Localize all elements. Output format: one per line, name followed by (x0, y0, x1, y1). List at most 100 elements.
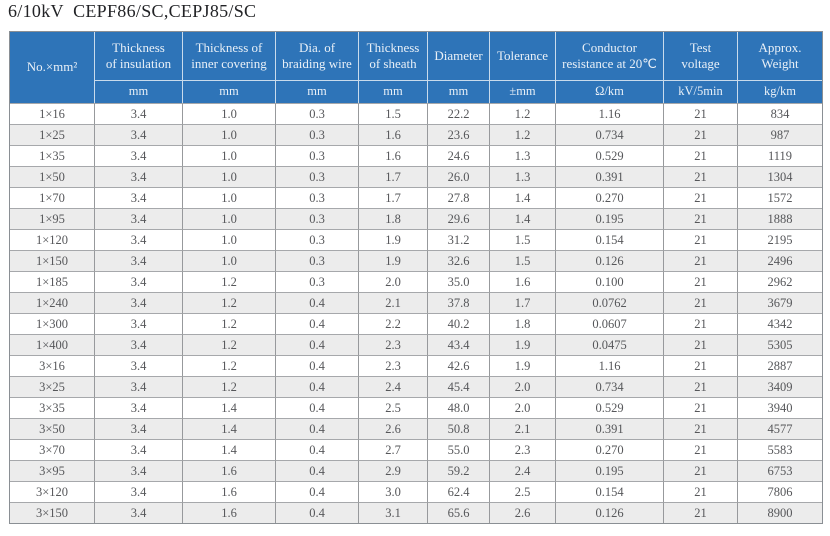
table-cell: 21 (664, 271, 738, 292)
table-cell: 0.126 (556, 250, 664, 271)
table-row: 3×120 3.4 1.6 0.4 3.0 62.4 2.5 0.154 21 7806 (10, 481, 822, 502)
table-cell: 2962 (738, 271, 822, 292)
table-cell: 6753 (738, 460, 822, 481)
table-cell: 1.0 (183, 145, 276, 166)
table-cell: 1.4 (490, 187, 556, 208)
table-cell: 0.3 (276, 103, 359, 124)
table-cell: 3409 (738, 376, 822, 397)
table-cell: 26.0 (428, 166, 490, 187)
table-body: 1×16 3.4 1.0 0.3 1.5 22.2 1.2 1.16 21 834 1×25 3.4 1… (10, 103, 822, 523)
table-cell: 1.6 (183, 460, 276, 481)
table-cell: 21 (664, 103, 738, 124)
table-row: 1×185 3.4 1.2 0.3 2.0 35.0 1.6 0.100 21 2962 (10, 271, 822, 292)
table-cell: 2.5 (490, 481, 556, 502)
table-row: 1×50 3.4 1.0 0.3 1.7 26.0 1.3 0.391 21 1304 (10, 166, 822, 187)
table-cell: 2.7 (359, 439, 428, 460)
table-cell: 0.0762 (556, 292, 664, 313)
table-cell: 1.7 (490, 292, 556, 313)
table-cell: 1.8 (490, 313, 556, 334)
table-cell: 1.2 (183, 376, 276, 397)
table-cell: 0.734 (556, 376, 664, 397)
table-cell: 22.2 (428, 103, 490, 124)
table-cell: 3.4 (95, 166, 183, 187)
column-header-insulation: Thickness of insulation (95, 32, 183, 80)
header-unit-row: mm mm mm mm mm ±mm Ω/km kV/5min kg/km (10, 80, 822, 103)
table-cell: 3×150 (10, 502, 95, 523)
table-cell: 1.6 (359, 145, 428, 166)
table-cell: 1.7 (359, 166, 428, 187)
table-cell: 1.0 (183, 229, 276, 250)
table-cell: 1.16 (556, 103, 664, 124)
table-cell: 43.4 (428, 334, 490, 355)
table-cell: 1×95 (10, 208, 95, 229)
table-cell: 40.2 (428, 313, 490, 334)
table-cell: 1.2 (490, 103, 556, 124)
table-cell: 5305 (738, 334, 822, 355)
table-row: 1×70 3.4 1.0 0.3 1.7 27.8 1.4 0.270 21 1572 (10, 187, 822, 208)
table-cell: 2.6 (490, 502, 556, 523)
table-cell: 3.0 (359, 481, 428, 502)
unit-insulation: mm (95, 80, 183, 103)
column-header-size: No.×mm² (10, 32, 95, 103)
table-cell: 0.4 (276, 439, 359, 460)
table-cell: 3.4 (95, 187, 183, 208)
table-cell: 3×95 (10, 460, 95, 481)
table-cell: 0.3 (276, 229, 359, 250)
table-cell: 0.3 (276, 250, 359, 271)
table-row: 3×50 3.4 1.4 0.4 2.6 50.8 2.1 0.391 21 4577 (10, 418, 822, 439)
table-cell: 0.4 (276, 355, 359, 376)
table-cell: 0.4 (276, 418, 359, 439)
table-cell: 21 (664, 124, 738, 145)
table-cell: 21 (664, 145, 738, 166)
table-cell: 1.0 (183, 187, 276, 208)
table-cell: 0.734 (556, 124, 664, 145)
table-cell: 3×50 (10, 418, 95, 439)
table-cell: 1×185 (10, 271, 95, 292)
table-cell: 1.3 (490, 166, 556, 187)
table-cell: 1.4 (183, 439, 276, 460)
table-cell: 1.2 (183, 334, 276, 355)
table-row: 3×70 3.4 1.4 0.4 2.7 55.0 2.3 0.270 21 5583 (10, 439, 822, 460)
table-cell: 65.6 (428, 502, 490, 523)
table-cell: 7806 (738, 481, 822, 502)
unit-braiding-wire: mm (276, 80, 359, 103)
table-cell: 1.7 (359, 187, 428, 208)
table-cell: 2.1 (359, 292, 428, 313)
table-cell: 1×70 (10, 187, 95, 208)
table-cell: 31.2 (428, 229, 490, 250)
table-cell: 0.529 (556, 397, 664, 418)
table-cell: 1×120 (10, 229, 95, 250)
table-cell: 2.0 (490, 376, 556, 397)
table-cell: 3×16 (10, 355, 95, 376)
table-cell: 5583 (738, 439, 822, 460)
table-cell: 21 (664, 355, 738, 376)
table-cell: 2.2 (359, 313, 428, 334)
table-cell: 0.3 (276, 187, 359, 208)
table-cell: 1.0 (183, 166, 276, 187)
table-cell: 0.0475 (556, 334, 664, 355)
table-cell: 0.270 (556, 187, 664, 208)
table-cell: 0.3 (276, 208, 359, 229)
table-cell: 4577 (738, 418, 822, 439)
table-row: 3×16 3.4 1.2 0.4 2.3 42.6 1.9 1.16 21 2887 (10, 355, 822, 376)
table-cell: 21 (664, 418, 738, 439)
table-cell: 35.0 (428, 271, 490, 292)
table-row: 1×120 3.4 1.0 0.3 1.9 31.2 1.5 0.154 21 2195 (10, 229, 822, 250)
table-cell: 3×35 (10, 397, 95, 418)
header-label-row: No.×mm² Thickness of insulation Thicknes… (10, 32, 822, 103)
table-cell: 21 (664, 502, 738, 523)
table-cell: 3.4 (95, 229, 183, 250)
table-cell: 987 (738, 124, 822, 145)
unit-test-voltage: kV/5min (664, 80, 738, 103)
table-cell: 1.4 (183, 397, 276, 418)
table-row: 1×240 3.4 1.2 0.4 2.1 37.8 1.7 0.0762 21 3679 (10, 292, 822, 313)
table-cell: 1.2 (183, 292, 276, 313)
table-cell: 2.0 (490, 397, 556, 418)
table-cell: 0.4 (276, 502, 359, 523)
table-cell: 0.3 (276, 145, 359, 166)
table-row: 3×150 3.4 1.6 0.4 3.1 65.6 2.6 0.126 21 8900 (10, 502, 822, 523)
table-row: 1×95 3.4 1.0 0.3 1.8 29.6 1.4 0.195 21 1888 (10, 208, 822, 229)
table-cell: 8900 (738, 502, 822, 523)
table-cell: 21 (664, 376, 738, 397)
